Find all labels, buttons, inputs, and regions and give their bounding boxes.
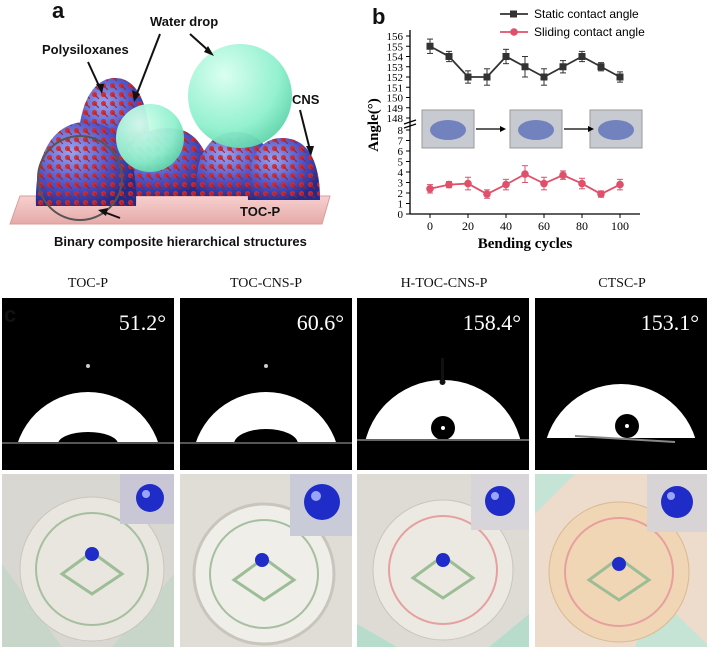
data-point bbox=[483, 190, 491, 198]
data-point bbox=[578, 179, 586, 188]
y-tick-label: 151 bbox=[387, 82, 404, 94]
legend-marker bbox=[510, 28, 518, 36]
y-tick-label: 152 bbox=[387, 72, 404, 84]
y-tick-label: 8 bbox=[398, 125, 404, 137]
arrow-head bbox=[588, 126, 594, 132]
legend-label: Sliding contact angle bbox=[534, 25, 645, 39]
title-h-toc-cns-p: H-TOC-CNS-P bbox=[400, 276, 488, 291]
arrow-head bbox=[500, 126, 506, 132]
glove-shape bbox=[518, 120, 554, 140]
angle-value-1: 51.2° bbox=[118, 310, 166, 335]
paper-photo-1 bbox=[2, 474, 174, 647]
y-tick-label: 4 bbox=[398, 167, 404, 179]
y-axis-label: Angle(°) bbox=[366, 98, 382, 152]
title-ctsc-p: CTSC-P bbox=[598, 276, 646, 291]
y-tick-label: 150 bbox=[387, 93, 404, 105]
data-point bbox=[502, 180, 510, 189]
data-point bbox=[540, 73, 548, 81]
x-tick-label: 60 bbox=[538, 219, 550, 233]
data-point bbox=[445, 180, 453, 189]
label-cns: CNS bbox=[292, 92, 320, 107]
data-point bbox=[464, 179, 472, 188]
y-tick-label: 156 bbox=[387, 31, 404, 43]
data-point bbox=[521, 170, 529, 178]
angle-value-4: 153.1° bbox=[640, 310, 699, 335]
glove-shape bbox=[598, 120, 634, 140]
y-tick-label: 2 bbox=[398, 188, 404, 200]
label-polysiloxanes: Polysiloxanes bbox=[42, 42, 129, 57]
data-point bbox=[616, 73, 624, 81]
panel-a-letter: a bbox=[52, 0, 65, 23]
contact-angle-image-2: 60.6° bbox=[180, 298, 352, 470]
label-water-drop: Water drop bbox=[150, 14, 219, 29]
data-point bbox=[578, 53, 586, 60]
label-toc-p: TOC-P bbox=[240, 204, 281, 219]
highlight-circle bbox=[37, 135, 123, 221]
data-point bbox=[559, 63, 567, 71]
paper-photo-2 bbox=[180, 474, 352, 647]
contact-angle-image-1: 51.2° bbox=[2, 298, 174, 470]
contact-angle-image-3: 158.4° bbox=[357, 298, 529, 470]
x-tick-label: 0 bbox=[427, 219, 433, 233]
data-point bbox=[597, 63, 605, 71]
data-point bbox=[521, 63, 529, 71]
data-point bbox=[540, 179, 548, 188]
data-point bbox=[464, 73, 472, 81]
angle-value-3: 158.4° bbox=[462, 310, 521, 335]
data-point bbox=[616, 180, 624, 189]
label-caption: Binary composite hierarchical structures bbox=[54, 234, 307, 249]
data-point bbox=[502, 53, 510, 60]
water-drop-large bbox=[188, 44, 292, 148]
y-tick-label: 6 bbox=[398, 146, 404, 158]
hierarchical-bumps bbox=[35, 78, 320, 206]
legend-marker bbox=[510, 10, 517, 18]
contact-angle-image-4: 153.1° bbox=[535, 298, 707, 470]
y-tick-label: 153 bbox=[387, 62, 404, 74]
x-tick-label: 100 bbox=[611, 219, 629, 233]
y-tick-label: 1 bbox=[398, 199, 404, 211]
title-toc-p: TOC-P bbox=[67, 276, 109, 291]
data-point bbox=[559, 171, 567, 179]
data-point bbox=[483, 73, 491, 81]
data-point bbox=[426, 185, 434, 193]
paper-photo-4 bbox=[535, 474, 707, 647]
y-tick-label: 154 bbox=[387, 52, 404, 64]
data-point bbox=[445, 53, 453, 60]
y-tick-label: 149 bbox=[387, 103, 404, 115]
x-tick-label: 20 bbox=[462, 219, 474, 233]
x-axis-label: Bending cycles bbox=[478, 236, 573, 252]
data-point bbox=[426, 42, 434, 50]
x-tick-label: 80 bbox=[576, 219, 588, 233]
panel-c-letter: c bbox=[4, 302, 17, 327]
y-tick-label: 7 bbox=[398, 136, 404, 148]
y-tick-label: 3 bbox=[398, 178, 404, 190]
y-tick-label: 5 bbox=[398, 157, 404, 169]
paper-photo-3 bbox=[357, 474, 529, 647]
x-tick-label: 40 bbox=[500, 219, 512, 233]
axis-break-mark bbox=[403, 123, 417, 129]
glove-shape bbox=[430, 120, 466, 140]
angle-value-2: 60.6° bbox=[296, 310, 344, 335]
y-tick-label: 0 bbox=[398, 209, 404, 221]
panel-b-letter: b bbox=[372, 4, 386, 29]
panel-a-illustration bbox=[9, 33, 331, 225]
data-point bbox=[597, 190, 605, 198]
axis-break-mark bbox=[403, 119, 417, 125]
title-toc-cns-p: TOC-CNS-P bbox=[229, 276, 303, 291]
water-drop-small bbox=[116, 104, 184, 172]
y-tick-label: 148 bbox=[387, 113, 404, 125]
y-tick-label: 155 bbox=[387, 41, 404, 53]
legend-label: Static contact angle bbox=[534, 7, 639, 21]
